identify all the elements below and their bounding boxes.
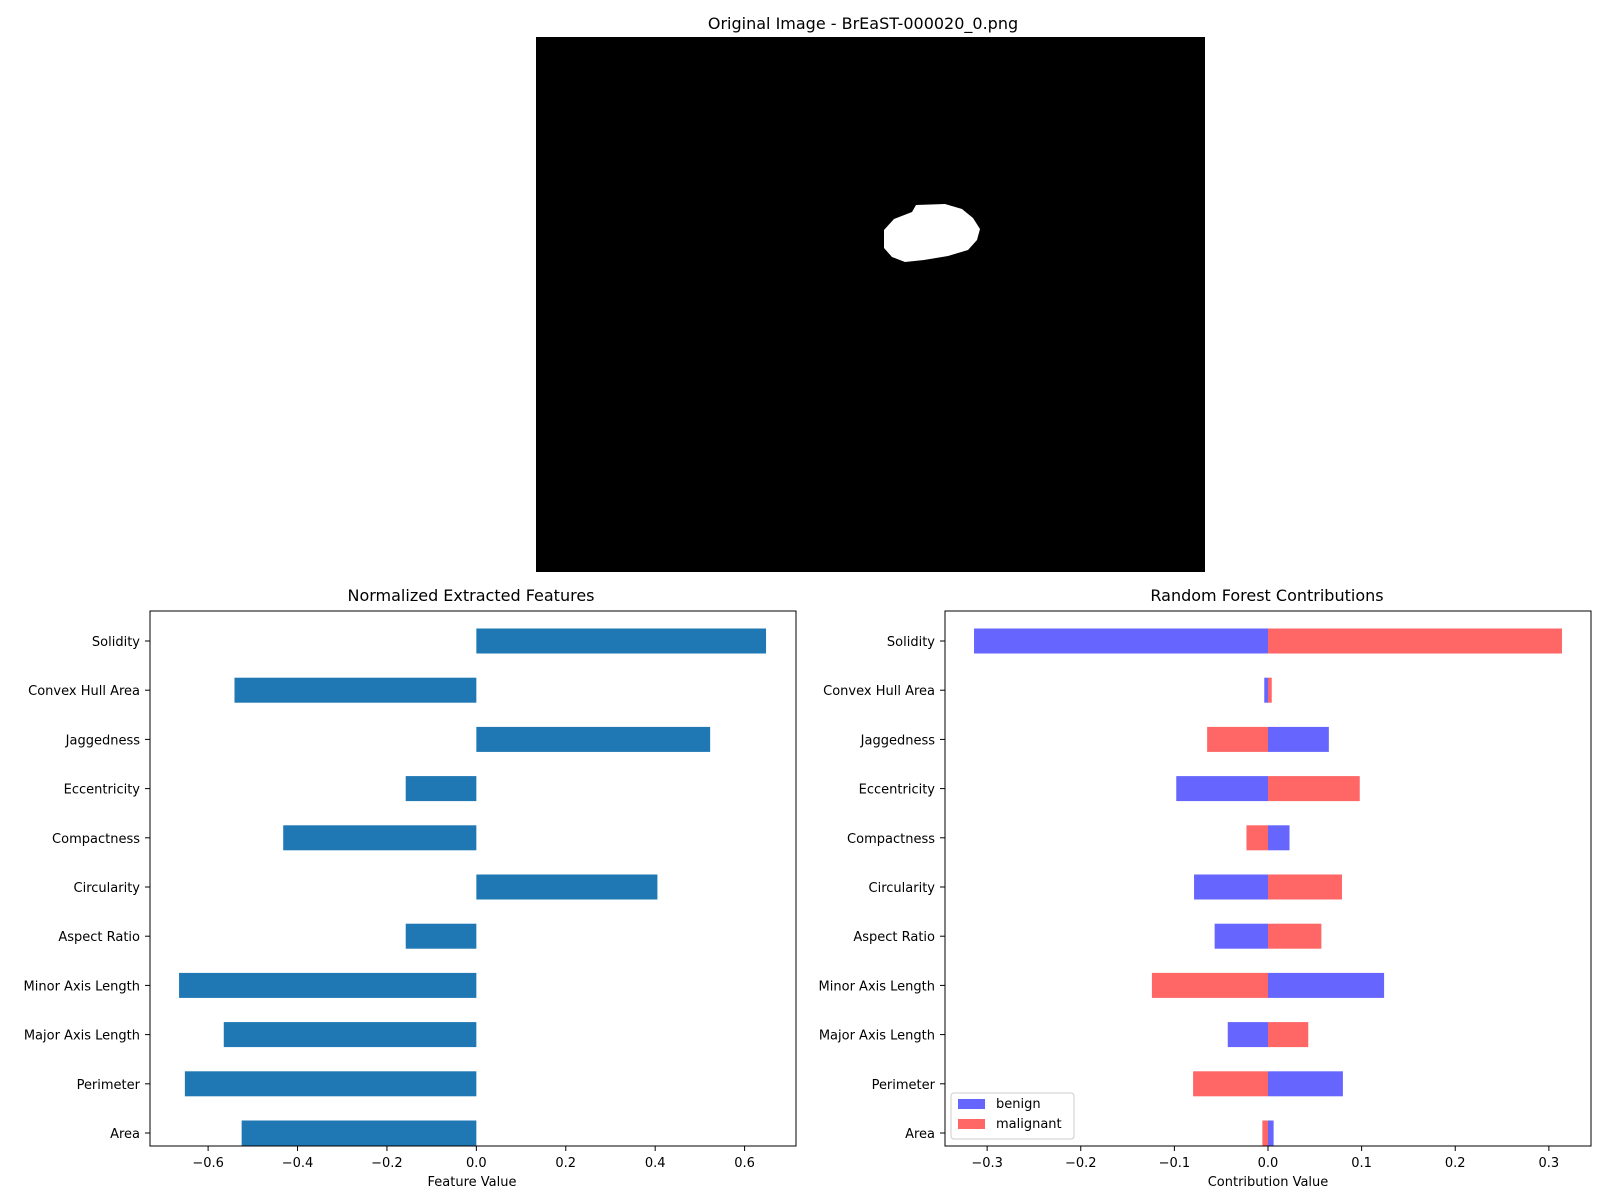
- contributions-x-ticks: −0.3 −0.2 −0.1 0.0 0.1 0.2 0.3: [971, 1146, 1559, 1171]
- bar-major-axis-length: [223, 1022, 477, 1048]
- lesion-mask-blob: [884, 204, 980, 262]
- bar-circularity: [476, 874, 658, 900]
- bar-benign-perimeter: [1268, 1071, 1343, 1097]
- features-ytick-convex-hull-area: Convex Hull Area: [28, 684, 140, 699]
- contributions-xtick-label: −0.2: [1065, 1156, 1097, 1171]
- bar-malignant-compactness: [1246, 825, 1268, 851]
- contributions-chart-title: Random Forest Contributions: [1150, 586, 1383, 605]
- bar-malignant-convex-hull-area: [1268, 677, 1272, 703]
- features-ytick-solidity: Solidity: [92, 635, 140, 650]
- contributions-ytick-area: Area: [905, 1127, 935, 1142]
- legend-swatch-malignant: [958, 1119, 985, 1129]
- mask-image: [536, 37, 1205, 572]
- bar-perimeter: [184, 1071, 477, 1097]
- contributions-axes-frame: [944, 610, 1592, 1147]
- features-ytick-minor-axis-length: Minor Axis Length: [24, 979, 140, 994]
- bar-malignant-perimeter: [1193, 1071, 1268, 1097]
- bar-malignant-major-axis-length: [1268, 1022, 1309, 1048]
- features-xtick-label: 0.6: [734, 1156, 755, 1171]
- features-ytick-compactness: Compactness: [52, 832, 140, 847]
- bar-benign-aspect-ratio: [1214, 923, 1268, 949]
- contributions-xtick-label: 0.0: [1258, 1156, 1279, 1171]
- bar-malignant-solidity: [1268, 628, 1562, 654]
- features-xtick-label: 0.2: [555, 1156, 576, 1171]
- features-ytick-circularity: Circularity: [74, 881, 141, 896]
- bar-malignant-circularity: [1268, 874, 1342, 900]
- legend-label-malignant: malignant: [996, 1117, 1062, 1132]
- bar-benign-eccentricity: [1176, 776, 1268, 802]
- bar-benign-solidity: [974, 628, 1268, 654]
- features-xtick-label: −0.6: [192, 1156, 224, 1171]
- features-ytick-perimeter: Perimeter: [77, 1078, 141, 1093]
- contributions-xtick-label: −0.1: [1159, 1156, 1191, 1171]
- contributions-ytick-compactness: Compactness: [847, 832, 935, 847]
- contributions-bars: [974, 628, 1562, 1146]
- bar-compactness: [283, 825, 477, 851]
- features-ytick-aspect-ratio: Aspect Ratio: [58, 930, 140, 945]
- bar-area: [241, 1120, 477, 1146]
- features-xtick-label: −0.2: [371, 1156, 403, 1171]
- bar-solidity: [476, 628, 767, 654]
- features-x-ticks: −0.6 −0.4 −0.2 0.0 0.2 0.4 0.6: [192, 1146, 755, 1171]
- features-chart: Normalized Extracted Features Area Perime…: [24, 586, 797, 1190]
- bar-malignant-area: [1262, 1120, 1268, 1146]
- features-ytick-area: Area: [110, 1127, 140, 1142]
- image-panel: Original Image - BrEaST-000020_0.png: [536, 14, 1205, 572]
- features-axes-frame: [149, 610, 797, 1147]
- contributions-ytick-circularity: Circularity: [869, 881, 936, 896]
- bar-benign-convex-hull-area: [1264, 677, 1268, 703]
- features-xtick-label: −0.4: [282, 1156, 314, 1171]
- contributions-xtick-label: −0.3: [971, 1156, 1003, 1171]
- bar-benign-major-axis-length: [1227, 1022, 1268, 1048]
- contributions-ytick-minor-axis-length: Minor Axis Length: [819, 979, 935, 994]
- features-xtick-label: 0.4: [645, 1156, 666, 1171]
- bar-eccentricity: [405, 776, 477, 802]
- bar-benign-compactness: [1268, 825, 1290, 851]
- bar-benign-circularity: [1194, 874, 1268, 900]
- bar-convex-hull-area: [234, 677, 477, 703]
- bar-malignant-eccentricity: [1268, 776, 1360, 802]
- contributions-ytick-major-axis-length: Major Axis Length: [819, 1029, 935, 1044]
- features-x-label: Feature Value: [428, 1175, 517, 1190]
- bar-benign-jaggedness: [1268, 726, 1329, 752]
- contributions-ytick-convex-hull-area: Convex Hull Area: [823, 684, 935, 699]
- features-xtick-label: 0.0: [466, 1156, 487, 1171]
- bar-malignant-minor-axis-length: [1151, 972, 1268, 998]
- bar-benign-area: [1268, 1120, 1274, 1146]
- image-title: Original Image - BrEaST-000020_0.png: [708, 14, 1018, 34]
- bar-malignant-jaggedness: [1207, 726, 1268, 752]
- contributions-x-label: Contribution Value: [1208, 1175, 1329, 1190]
- bar-aspect-ratio: [405, 923, 477, 949]
- contributions-xtick-label: 0.2: [1445, 1156, 1466, 1171]
- contributions-ytick-jaggedness: Jaggedness: [860, 733, 936, 748]
- features-ytick-jaggedness: Jaggedness: [65, 733, 141, 748]
- contributions-ytick-aspect-ratio: Aspect Ratio: [853, 930, 935, 945]
- bar-benign-minor-axis-length: [1268, 972, 1385, 998]
- features-ytick-major-axis-length: Major Axis Length: [24, 1029, 140, 1044]
- features-y-ticks: Area Perimeter Major Axis Length Minor Axis…: [24, 635, 150, 1142]
- bar-malignant-aspect-ratio: [1268, 923, 1322, 949]
- contributions-xtick-label: 0.3: [1539, 1156, 1560, 1171]
- bar-minor-axis-length: [179, 972, 477, 998]
- contributions-ytick-solidity: Solidity: [887, 635, 935, 650]
- contributions-y-ticks: Area Perimeter Major Axis Length Minor Axis…: [819, 635, 945, 1142]
- bar-jaggedness: [476, 726, 711, 752]
- legend: benign malignant: [950, 1092, 1075, 1140]
- contributions-ytick-eccentricity: Eccentricity: [859, 783, 936, 798]
- contributions-ytick-perimeter: Perimeter: [872, 1078, 936, 1093]
- features-bars: [179, 628, 767, 1146]
- features-ytick-eccentricity: Eccentricity: [64, 783, 141, 798]
- contributions-chart: Random Forest Contributions Area Perimete…: [819, 586, 1592, 1190]
- features-chart-title: Normalized Extracted Features: [347, 586, 594, 605]
- legend-label-benign: benign: [996, 1097, 1041, 1112]
- legend-swatch-benign: [958, 1099, 985, 1109]
- contributions-xtick-label: 0.1: [1351, 1156, 1372, 1171]
